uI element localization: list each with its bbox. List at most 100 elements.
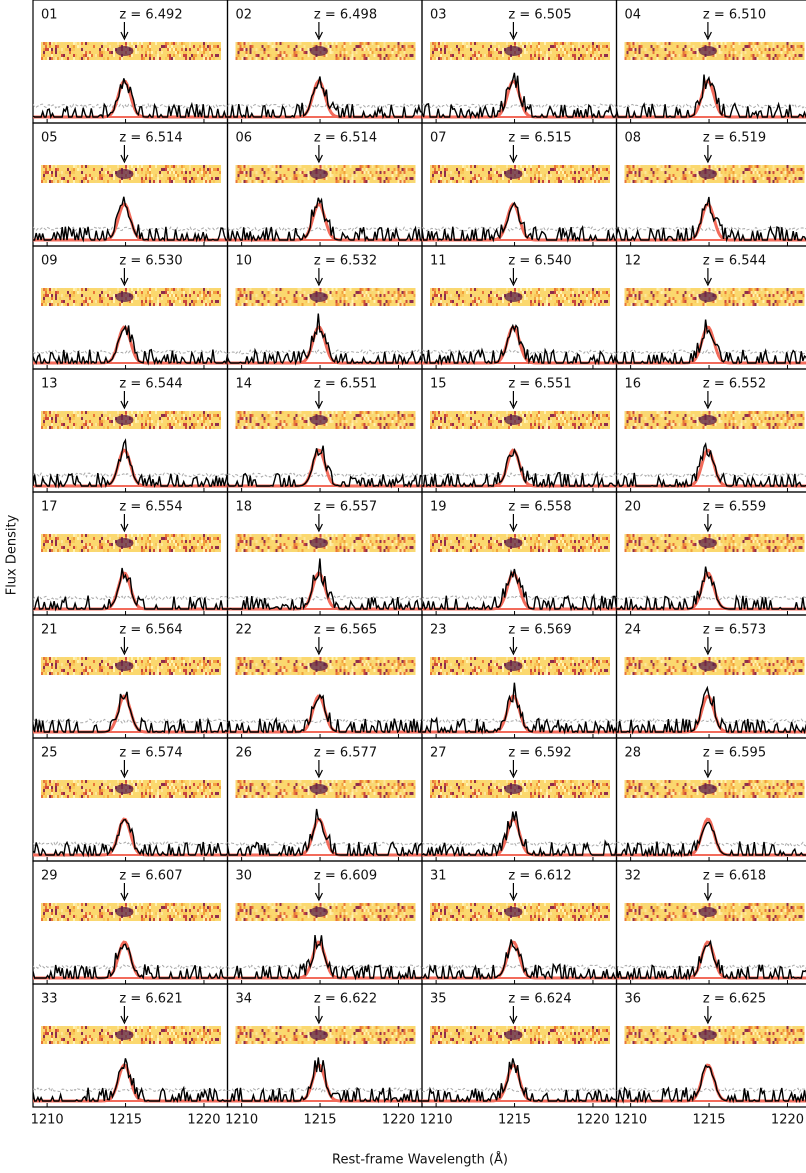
redshift: z = 6.559 [703,500,766,515]
emission-blob [699,415,717,425]
emission-blob [310,907,328,917]
panel: 21 z = 6.564 [33,615,228,738]
redshift: z = 6.612 [508,869,571,884]
noise-spectrum [33,104,228,108]
panel-label: 04 [625,8,642,23]
spectrum-1d [617,567,806,609]
spectrum-1d [422,811,617,855]
spectrum-1d [617,320,806,363]
model-line [617,819,806,855]
panel: 34z = 6.622121012151220 [225,984,422,1128]
model-line [33,450,228,486]
spectrum-1d [617,197,806,240]
emission-blob [310,661,328,671]
x-tick-label: 1215 [692,1113,725,1128]
panel: 33z = 6.621121012151220 [31,984,228,1128]
model-line [422,450,617,486]
x-tick-label: 1210 [31,1113,64,1128]
spectrum-1d [422,326,617,363]
emission-blob [699,169,717,179]
panel: 28z = 6.595 [617,738,806,861]
noise-spectrum [228,965,423,969]
noise-spectrum [228,719,423,723]
emission-blob [115,415,133,425]
panel-label: 06 [236,131,253,146]
panel-content [33,657,228,732]
panel-label: 21 [41,623,58,638]
model-line [33,819,228,855]
panel: 10z = 6.532 [228,246,423,369]
panel-content [33,411,228,486]
panel-label: 24 [625,623,642,638]
panel-content [617,780,806,855]
panel: 30 z = 6.609 [228,861,423,984]
redshift: z = 6.622 [314,992,377,1007]
noise-spectrum [33,473,228,477]
panel-label: 18 [236,500,253,515]
panel-content [33,42,228,117]
panel-label: 26 [236,746,253,761]
emission-blob [115,169,133,179]
spectrum-1d [228,198,423,240]
redshift: z = 6.618 [703,869,766,884]
x-tick-label: 1220 [576,1113,609,1128]
model-line [422,327,617,363]
redshift: z = 6.544 [119,377,182,392]
noise-spectrum [422,965,617,969]
panel-label: 36 [625,992,642,1007]
spectrum-1d [422,683,617,732]
noise-spectrum [228,104,423,108]
redshift: z = 6.609 [314,869,377,884]
x-tick-label: 1215 [109,1113,142,1128]
spectrum-1d [228,935,423,978]
panel-label: 10 [236,254,253,269]
panel-label: 33 [41,992,58,1007]
panel-label: 16 [625,377,642,392]
panel: 27z = 6.592 [422,738,617,861]
panel-content [228,42,423,117]
panel: 26z = 6.577 [228,738,423,861]
panel-content [228,288,423,363]
panel: 25z = 6.574 [33,738,228,861]
panel-label: 29 [41,869,58,884]
panel: 31 z = 6.612 [422,861,617,984]
noise-spectrum [228,473,423,477]
emission-blob [115,661,133,671]
panel: 05z = 6.514 [33,123,228,246]
x-tick-label: 1220 [771,1113,804,1128]
redshift: z = 6.492 [119,8,182,23]
panel-label: 02 [236,8,253,23]
emission-blob [699,907,717,917]
panel-content [617,411,806,486]
panel-content [422,903,617,978]
emission-blob [699,292,717,302]
panel-label: 31 [430,869,447,884]
panel-content [33,1026,228,1101]
noise-spectrum [228,1088,423,1092]
panel: 29z = 6.607 [33,861,228,984]
emission-blob [310,538,328,548]
emission-blob [504,538,522,548]
panel-content [228,1026,423,1101]
emission-blob [310,415,328,425]
emission-blob [310,46,328,56]
redshift: z = 6.564 [119,623,182,638]
panel: 11z = 6.540 [422,246,617,369]
panel-label: 30 [236,869,253,884]
panel-label: 03 [430,8,447,23]
redshift: z = 6.544 [703,254,766,269]
panel-content [228,165,423,240]
panel: 14z = 6.551 [228,369,423,492]
panel-label: 28 [625,746,642,761]
panel: 23z = 6.569 [422,615,617,738]
noise-spectrum [33,1088,228,1092]
spectrum-1d [228,314,423,364]
panel-content [228,657,423,732]
redshift: z = 6.515 [508,131,571,146]
panel-label: 14 [236,377,253,392]
panel-content [33,780,228,855]
panel: 22z = 6.565 [228,615,423,738]
